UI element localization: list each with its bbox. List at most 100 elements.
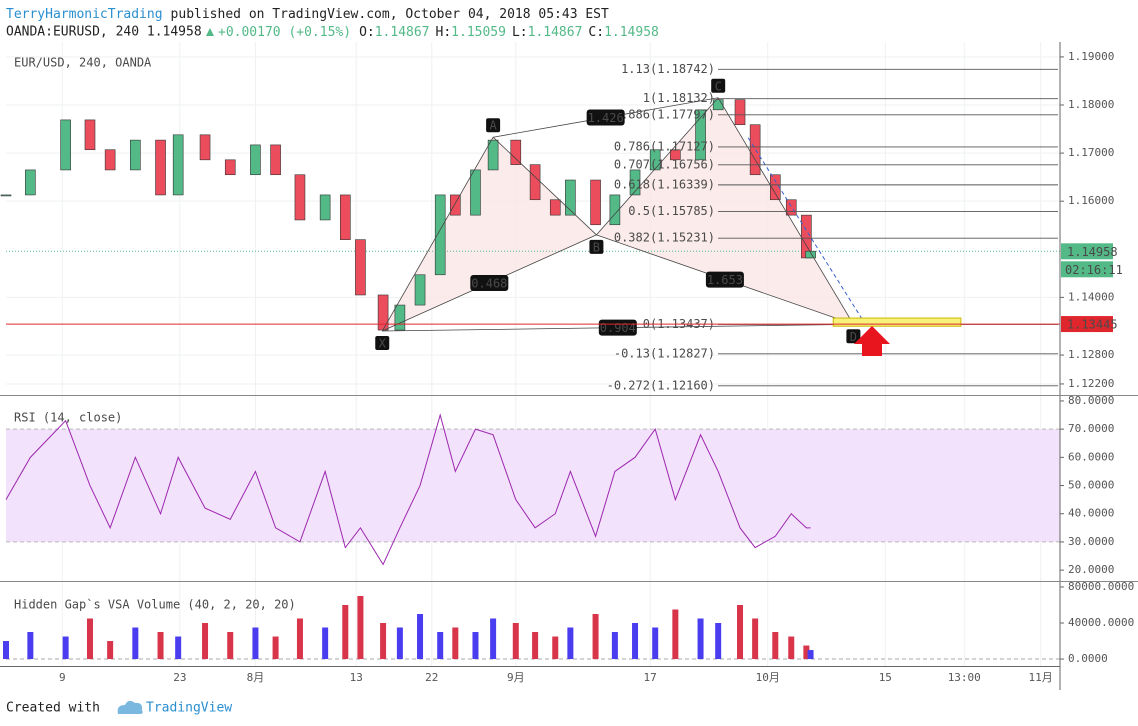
footer-brand[interactable]: TradingView xyxy=(146,701,232,716)
candle xyxy=(695,109,706,161)
countdown: 02:16:11 xyxy=(1065,263,1123,277)
y-tick-label: 0.0000 xyxy=(1068,652,1108,665)
candle xyxy=(339,194,351,240)
y-tick-label: 1.12200 xyxy=(1068,377,1114,390)
ohlc-label: C: xyxy=(588,25,604,40)
volume-bar xyxy=(437,632,444,660)
x-tick-label: 13 xyxy=(350,671,363,684)
y-tick-label: 1.19000 xyxy=(1068,50,1114,63)
candle xyxy=(734,99,746,126)
y-tick-label: 40.0000 xyxy=(1068,507,1114,520)
volume-bar xyxy=(322,627,329,660)
ohlc-value: 1.15059 xyxy=(451,25,506,40)
ratio-box xyxy=(586,109,625,126)
front-layer: EUR/USD, 240, OANDA RSI (14, close) Hidden… xyxy=(6,56,1123,612)
ohlc-label: H: xyxy=(436,25,452,40)
point-label: A xyxy=(489,119,497,133)
y-tick-label: 1.12800 xyxy=(1068,348,1114,361)
ohlc-value: 1.14867 xyxy=(375,25,430,40)
candle xyxy=(25,169,36,196)
x-tick-label: 9月 xyxy=(507,671,525,684)
pane-title: RSI (14, close) xyxy=(14,411,122,425)
y-tick-label: 80000.0000 xyxy=(1068,580,1134,593)
candle xyxy=(84,119,96,151)
volume-bar xyxy=(86,618,93,660)
volume-bar xyxy=(357,595,364,660)
y-tick-label: 70.0000 xyxy=(1068,422,1114,435)
volume-bar xyxy=(552,636,559,660)
volume-bar xyxy=(715,623,722,660)
candle xyxy=(749,124,761,176)
candle xyxy=(609,194,621,226)
volume-bar xyxy=(107,641,114,660)
y-tick-label: 30.0000 xyxy=(1068,535,1114,548)
volume-bar xyxy=(512,623,519,660)
volume-bar xyxy=(697,618,704,660)
volume-bar xyxy=(611,632,618,660)
candle xyxy=(434,194,446,276)
volume-bar xyxy=(132,627,139,660)
rsi-band xyxy=(6,429,1060,542)
candle xyxy=(224,159,236,176)
ratio-label: 0.468 xyxy=(471,276,507,290)
y-tick-label: 60.0000 xyxy=(1068,450,1114,463)
y-tick-label: 50.0000 xyxy=(1068,479,1114,492)
brand-logo xyxy=(117,700,143,714)
volume-bar xyxy=(27,632,34,660)
volume-bar xyxy=(157,632,164,660)
candle xyxy=(250,144,261,176)
volume-bar xyxy=(272,636,279,660)
fib-label: 0.786(1.17127) xyxy=(614,139,715,153)
candle xyxy=(470,169,481,216)
y-tick-label: 20.0000 xyxy=(1068,563,1114,576)
x-tick-label: 11月 xyxy=(1029,671,1053,684)
fib-label: 0.382(1.15231) xyxy=(614,231,715,245)
change: +0.00170 (+0.15%) xyxy=(218,25,351,40)
pattern-leg xyxy=(381,137,494,332)
volume-bar xyxy=(296,618,303,660)
signal-arrow xyxy=(854,326,890,356)
candle xyxy=(785,199,797,216)
main-layer: 1.19000 1.18000 1.17000 1.16000 1.14000 1.128… xyxy=(0,50,1134,684)
candle xyxy=(549,199,561,216)
ratio-label: 0.904 xyxy=(600,321,636,335)
y-tick-label: 1.14000 xyxy=(1068,290,1114,303)
volume-bar xyxy=(252,627,259,660)
volume-bar xyxy=(632,623,639,660)
target-zone xyxy=(832,317,962,327)
pattern-fill xyxy=(596,97,854,325)
x-tick-label: 9 xyxy=(59,671,66,684)
ohlc-label: L: xyxy=(512,25,528,40)
x-tick-label: 10月 xyxy=(756,671,780,684)
fib-label: 0.707(1.16756) xyxy=(614,157,715,171)
pane-title: Hidden Gap`s VSA Volume (40, 2, 20, 20) xyxy=(14,598,296,612)
volume-bar xyxy=(3,641,9,660)
author[interactable]: TerryHarmonicTrading xyxy=(6,7,163,22)
volume-bar xyxy=(752,618,759,660)
candle xyxy=(649,149,661,171)
fib-label: 0.5(1.15785) xyxy=(628,204,715,218)
candle xyxy=(155,139,166,196)
candle xyxy=(450,194,461,216)
countdown-tag xyxy=(1061,261,1113,278)
rsi-line xyxy=(5,413,811,566)
level-value: 1.13445 xyxy=(1067,318,1118,332)
volume-bar xyxy=(490,618,497,660)
volume-bar xyxy=(342,604,349,660)
volume-bar xyxy=(672,609,679,660)
volume-bar xyxy=(567,627,574,660)
point-label: X xyxy=(379,337,387,351)
candle xyxy=(270,144,281,176)
candle xyxy=(394,304,406,331)
volume-bar xyxy=(227,632,234,660)
ratio-label: 1.426 xyxy=(588,111,624,125)
candle xyxy=(172,134,184,196)
symbol: OANDA:EURUSD, 240 1.14958 xyxy=(6,25,202,40)
pane-title: EUR/USD, 240, OANDA xyxy=(14,56,152,70)
candle xyxy=(0,194,12,197)
point-label: D xyxy=(850,330,857,344)
fib-label: -0.272(1.12160) xyxy=(607,378,715,392)
candle xyxy=(529,164,541,201)
candle xyxy=(769,174,781,201)
